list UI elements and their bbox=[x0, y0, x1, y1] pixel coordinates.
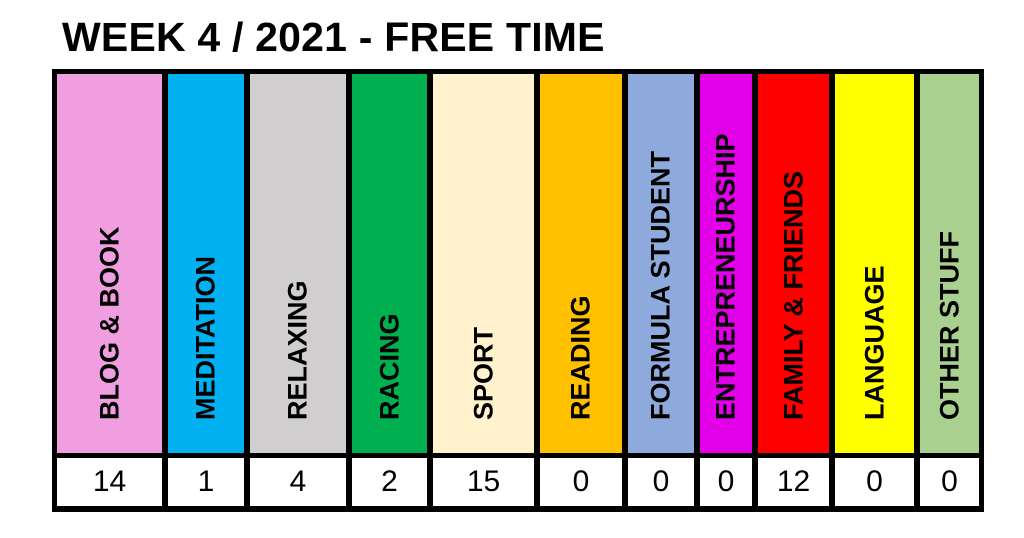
category-label: FAMILY & FRIENDS bbox=[778, 170, 808, 420]
category-label: LANGUAGE bbox=[859, 265, 889, 421]
value-cell: 2 bbox=[352, 458, 427, 506]
category-cell: LANGUAGE bbox=[835, 74, 914, 453]
category-cell: OTHER STUFF bbox=[920, 74, 979, 453]
category-cell: MEDITATION bbox=[168, 74, 244, 453]
category-column: FAMILY & FRIENDS 12 bbox=[758, 74, 829, 506]
chart-title: WEEK 4 / 2021 - FREE TIME bbox=[62, 14, 605, 60]
category-label: FORMULA STUDENT bbox=[645, 151, 676, 420]
category-column: FORMULA STUDENT 0 bbox=[628, 74, 694, 506]
category-cell: ENTREPRENEURSHIP bbox=[700, 74, 752, 453]
category-column: MEDITATION 1 bbox=[168, 74, 244, 506]
category-cell: SPORT bbox=[433, 74, 534, 453]
category-label: MEDITATION bbox=[190, 256, 221, 420]
value-cell: 0 bbox=[540, 458, 622, 506]
value-cell: 0 bbox=[628, 458, 694, 506]
category-label: READING bbox=[565, 295, 596, 420]
category-label: RACING bbox=[374, 313, 404, 421]
value-cell: 15 bbox=[433, 458, 534, 506]
category-column: LANGUAGE 0 bbox=[835, 74, 914, 506]
value-cell: 0 bbox=[835, 458, 914, 506]
value-cell: 14 bbox=[57, 458, 162, 506]
category-column: RELAXING 4 bbox=[250, 74, 346, 506]
category-label: RELAXING bbox=[282, 280, 313, 420]
value-cell: 1 bbox=[168, 458, 244, 506]
free-time-table: BLOG & BOOK 14 MEDITATION 1 RELAXING 4 RACING 2… bbox=[52, 69, 984, 512]
category-column: READING 0 bbox=[540, 74, 622, 506]
value-cell: 0 bbox=[920, 458, 979, 506]
category-label: OTHER STUFF bbox=[934, 231, 964, 420]
category-column: OTHER STUFF 0 bbox=[920, 74, 979, 506]
value-cell: 12 bbox=[758, 458, 829, 506]
category-label: SPORT bbox=[468, 326, 498, 420]
category-cell: BLOG & BOOK bbox=[57, 74, 162, 453]
category-cell: RELAXING bbox=[250, 74, 346, 453]
category-cell: RACING bbox=[352, 74, 427, 453]
category-cell: READING bbox=[540, 74, 622, 453]
category-cell: FAMILY & FRIENDS bbox=[758, 74, 829, 453]
category-label: BLOG & BOOK bbox=[94, 226, 124, 421]
category-column: ENTREPRENEURSHIP 0 bbox=[700, 74, 752, 506]
category-column: RACING 2 bbox=[352, 74, 427, 506]
category-column: BLOG & BOOK 14 bbox=[57, 74, 162, 506]
category-label: ENTREPRENEURSHIP bbox=[710, 133, 741, 420]
value-cell: 4 bbox=[250, 458, 346, 506]
value-cell: 0 bbox=[700, 458, 752, 506]
category-cell: FORMULA STUDENT bbox=[628, 74, 694, 453]
category-column: SPORT 15 bbox=[433, 74, 534, 506]
